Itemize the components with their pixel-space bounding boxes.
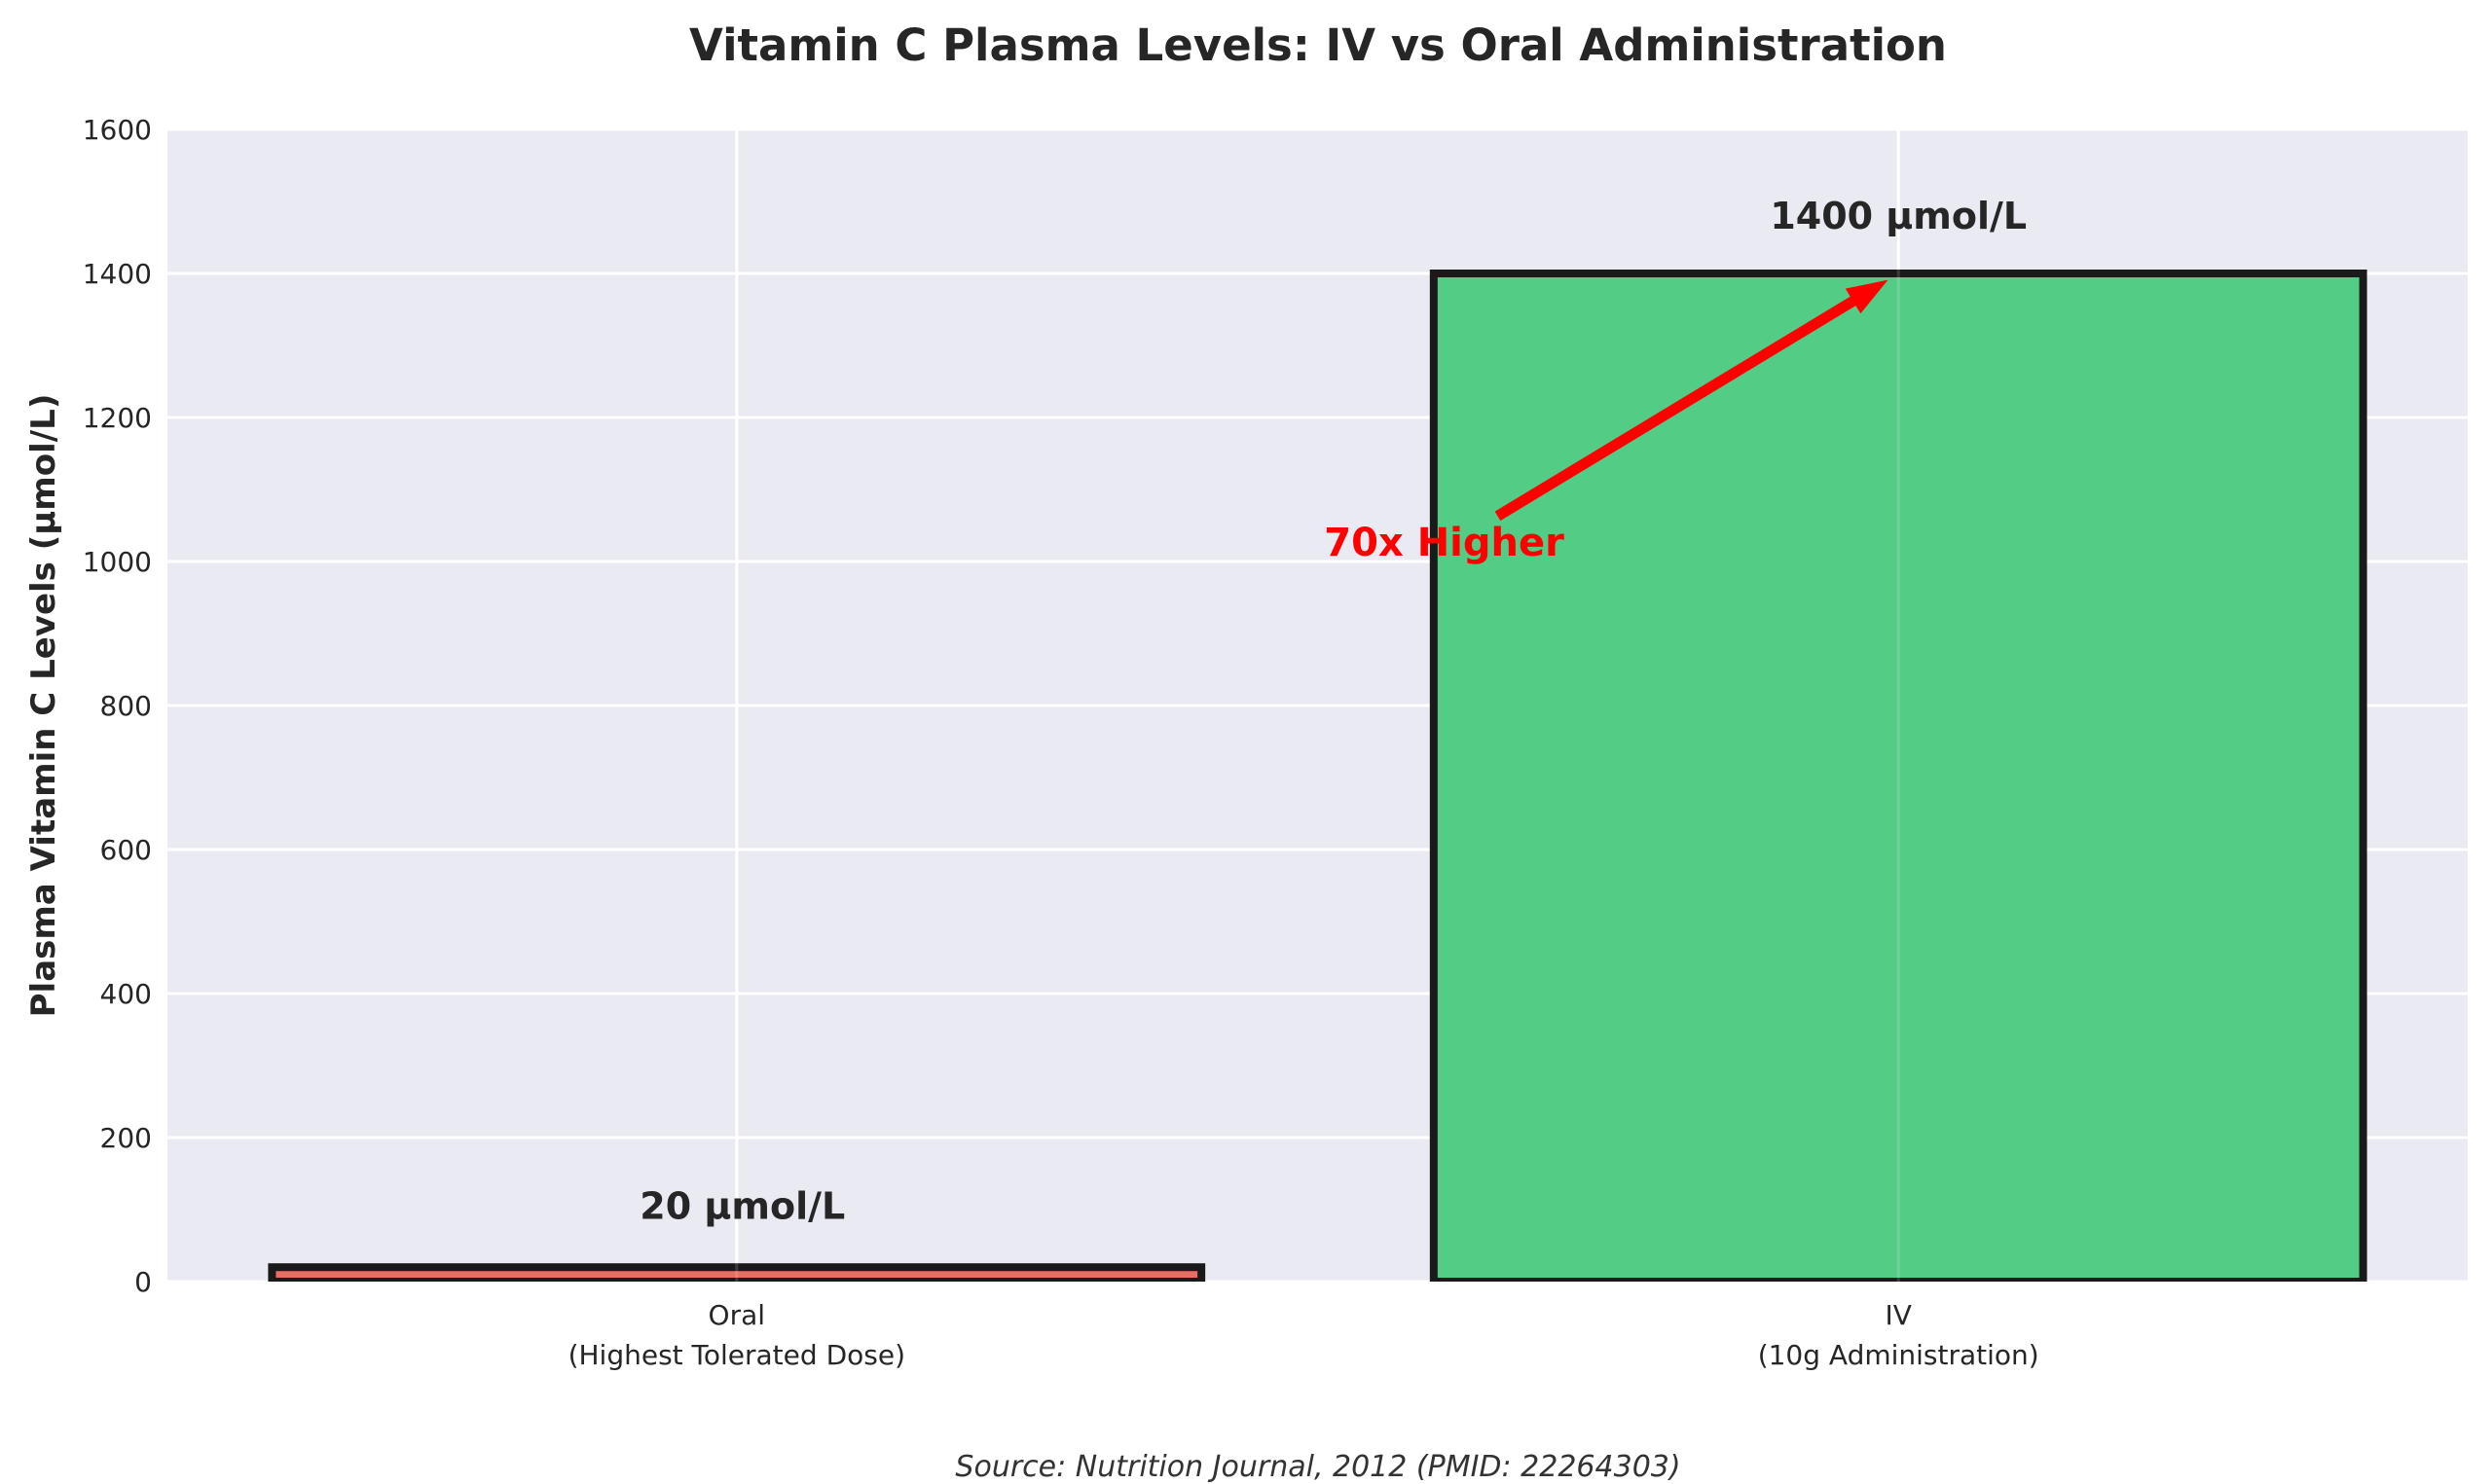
y-tick-label: 1000 [83, 546, 152, 578]
x-tick-label: IV (10g Administration) [1758, 1299, 2039, 1371]
y-tick-label: 1600 [83, 114, 152, 146]
annotation-arrow-head [1845, 279, 1888, 314]
bar-value-label: 1400 μmol/L [1770, 195, 2027, 237]
y-tick-label: 600 [100, 834, 152, 866]
source-note: Source: Nutrition Journal, 2012 (PMID: 2… [955, 1450, 1681, 1484]
y-tick-label: 0 [134, 1266, 152, 1298]
bars-group [268, 270, 2367, 1282]
y-tick-label: 400 [100, 978, 152, 1010]
bar-oral [268, 1263, 1206, 1282]
chart-title: Vitamin C Plasma Levels: IV vs Oral Admi… [689, 19, 1947, 71]
annotation-label: 70x Higher [1324, 521, 1564, 565]
y-tick-label: 1200 [83, 402, 152, 434]
annotation-arrow-line [1494, 291, 1865, 522]
bar-iv [1429, 270, 2367, 1282]
y-tick-label: 800 [100, 690, 152, 722]
x-tick-label: Oral (Highest Tolerated Dose) [568, 1299, 905, 1371]
bar-value-label: 20 μmol/L [640, 1185, 845, 1228]
y-tick-label: 200 [100, 1122, 152, 1154]
y-axis-label: Plasma Vitamin C Levels (μmol/L) [24, 393, 63, 1018]
y-tick-label: 1400 [83, 258, 152, 290]
